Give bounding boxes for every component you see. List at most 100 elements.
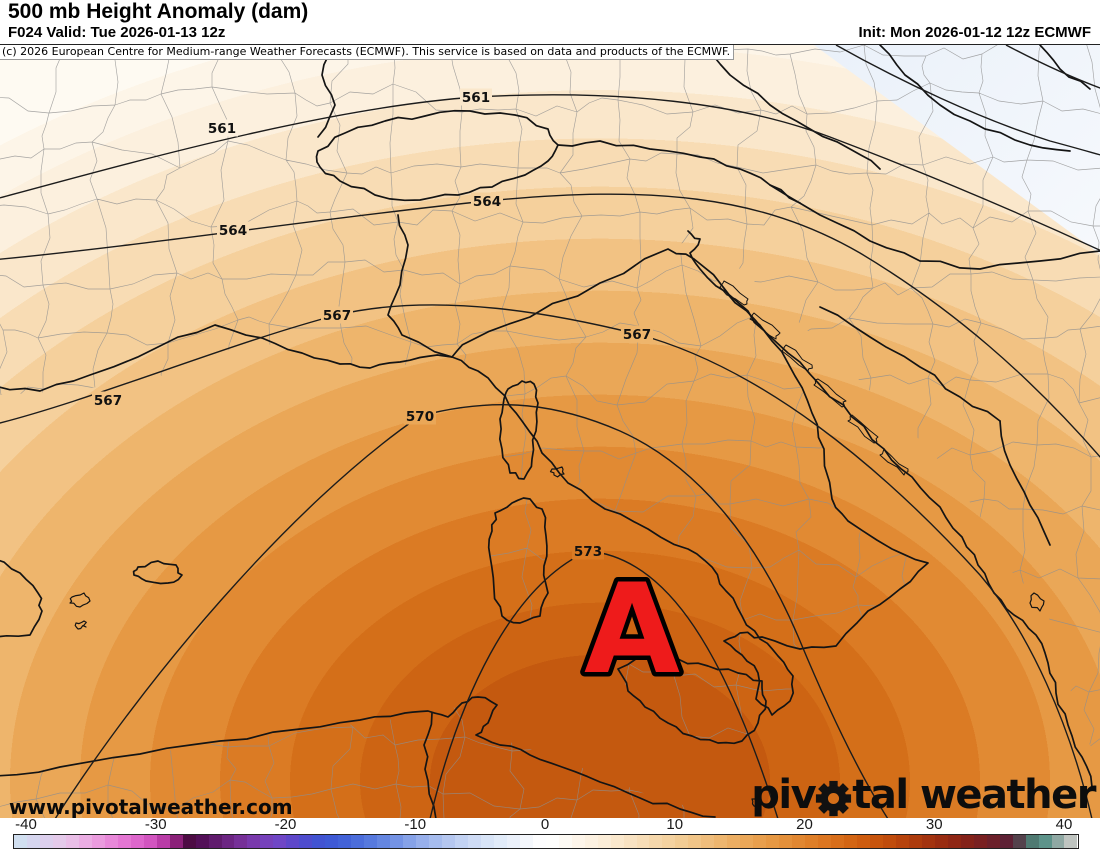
svg-text:561: 561 xyxy=(462,90,490,106)
colorbar-cell xyxy=(727,835,741,848)
colorbar xyxy=(13,834,1079,849)
country-borders xyxy=(0,45,1100,819)
colorbar-tick-label: 0 xyxy=(540,816,550,833)
colorbar-cell xyxy=(169,835,183,848)
colorbar-cell xyxy=(844,835,857,848)
colorbar-cell xyxy=(312,835,326,848)
logo-text-right: tal weather xyxy=(852,772,1096,818)
colorbar-cell xyxy=(986,835,1000,848)
svg-text:567: 567 xyxy=(323,308,351,324)
colorbar-cell xyxy=(662,835,676,848)
colorbar-cell xyxy=(493,835,507,848)
colorbar-cell xyxy=(65,835,79,848)
colorbar-cell xyxy=(805,835,819,848)
colorbar-cell xyxy=(39,835,53,848)
admin-borders-mesh xyxy=(0,45,1100,819)
colorbar-cell xyxy=(908,835,922,848)
colorbar-cell xyxy=(260,835,274,848)
gear-icon xyxy=(816,780,852,816)
svg-text:573: 573 xyxy=(574,544,602,560)
colorbar-cell xyxy=(506,835,520,848)
svg-text:564: 564 xyxy=(219,223,247,239)
colorbar-cell xyxy=(52,835,66,848)
colorbar-cell xyxy=(558,835,572,848)
colorbar-cell xyxy=(947,835,961,848)
colorbar-cell xyxy=(597,835,611,848)
svg-text:567: 567 xyxy=(94,393,122,409)
colorbar-cell xyxy=(688,835,702,848)
colorbar-cell xyxy=(532,835,546,848)
svg-text:561: 561 xyxy=(208,121,236,137)
map-overlay-svg: 561 561 564 564 567 567 567 570 573 A xyxy=(0,45,1100,819)
colorbar-cell xyxy=(545,835,559,848)
colorbar-cell xyxy=(895,835,909,848)
colorbar-cell xyxy=(104,835,118,848)
colorbar-cell xyxy=(182,835,196,848)
header: 500 mb Height Anomaly (dam) F024 Valid: … xyxy=(0,0,1100,44)
colorbar-cell xyxy=(247,835,261,848)
height-contours xyxy=(0,45,1100,819)
colorbar-cell xyxy=(26,835,40,848)
colorbar-cell xyxy=(636,835,650,848)
colorbar-legend: -40 -30 -20 -10 0 10 20 30 40 xyxy=(0,816,1100,850)
logo-text-left: piv xyxy=(751,772,816,818)
colorbar-cell xyxy=(480,835,494,848)
colorbar-cell xyxy=(1038,835,1052,848)
colorbar-cell xyxy=(831,835,844,848)
colorbar-cell xyxy=(921,835,935,848)
watermark-url: www.pivotalweather.com xyxy=(9,795,293,819)
colorbar-cell xyxy=(1051,835,1065,848)
colorbar-cell xyxy=(960,835,974,848)
contour-labels: 561 561 564 564 567 567 567 570 573 xyxy=(92,88,653,560)
colorbar-cell xyxy=(856,835,870,848)
colorbar-cell xyxy=(999,835,1013,848)
colorbar-cell xyxy=(623,835,637,848)
colorbar-cell xyxy=(973,835,987,848)
svg-text:567: 567 xyxy=(623,327,651,343)
colorbar-cell xyxy=(882,835,896,848)
colorbar-cell xyxy=(351,835,365,848)
init-time-label: Init: Mon 2026-01-12 12z ECMWF xyxy=(858,24,1091,41)
colorbar-cell xyxy=(91,835,105,848)
colorbar-cell xyxy=(467,835,481,848)
colorbar-cell xyxy=(610,835,624,848)
anomaly-map: 561 561 564 564 567 567 567 570 573 A (c) 2026 E… xyxy=(0,44,1100,820)
colorbar-cell xyxy=(766,835,780,848)
colorbar-cell xyxy=(753,835,767,848)
colorbar-cell xyxy=(273,835,287,848)
colorbar-cell xyxy=(792,835,806,848)
colorbar-cell xyxy=(818,835,832,848)
svg-text:564: 564 xyxy=(473,194,501,210)
colorbar-cell xyxy=(1025,835,1039,848)
colorbar-cell xyxy=(454,835,468,848)
colorbar-cell xyxy=(571,835,585,848)
colorbar-cell xyxy=(364,835,378,848)
colorbar-tick-label: -20 xyxy=(274,816,297,833)
svg-text:570: 570 xyxy=(406,409,434,425)
colorbar-cell xyxy=(286,835,300,848)
colorbar-cell xyxy=(390,835,404,848)
colorbar-cell xyxy=(78,835,92,848)
colorbar-cell xyxy=(377,835,391,848)
colorbar-cell xyxy=(779,835,793,848)
colorbar-cell xyxy=(117,835,131,848)
colorbar-tick-label: 40 xyxy=(1055,816,1073,833)
colorbar-cell xyxy=(234,835,248,848)
colorbar-cell xyxy=(584,835,598,848)
colorbar-cell xyxy=(299,835,313,848)
colorbar-tick-label: 10 xyxy=(666,816,684,833)
high-pressure-marker: A xyxy=(584,558,680,702)
colorbar-cell xyxy=(143,835,157,848)
colorbar-cell xyxy=(1064,835,1078,848)
colorbar-tick-label: -40 xyxy=(15,816,37,833)
colorbar-cell xyxy=(416,835,429,848)
colorbar-cell xyxy=(934,835,948,848)
colorbar-cell xyxy=(403,835,417,848)
colorbar-tick-label: -10 xyxy=(404,816,427,833)
copyright-notice: (c) 2026 European Centre for Medium-rang… xyxy=(0,45,735,60)
colorbar-cell xyxy=(441,835,455,848)
colorbar-cell xyxy=(195,835,209,848)
colorbar-cell xyxy=(740,835,754,848)
page-title: 500 mb Height Anomaly (dam) xyxy=(8,0,309,23)
colorbar-cell xyxy=(338,835,352,848)
